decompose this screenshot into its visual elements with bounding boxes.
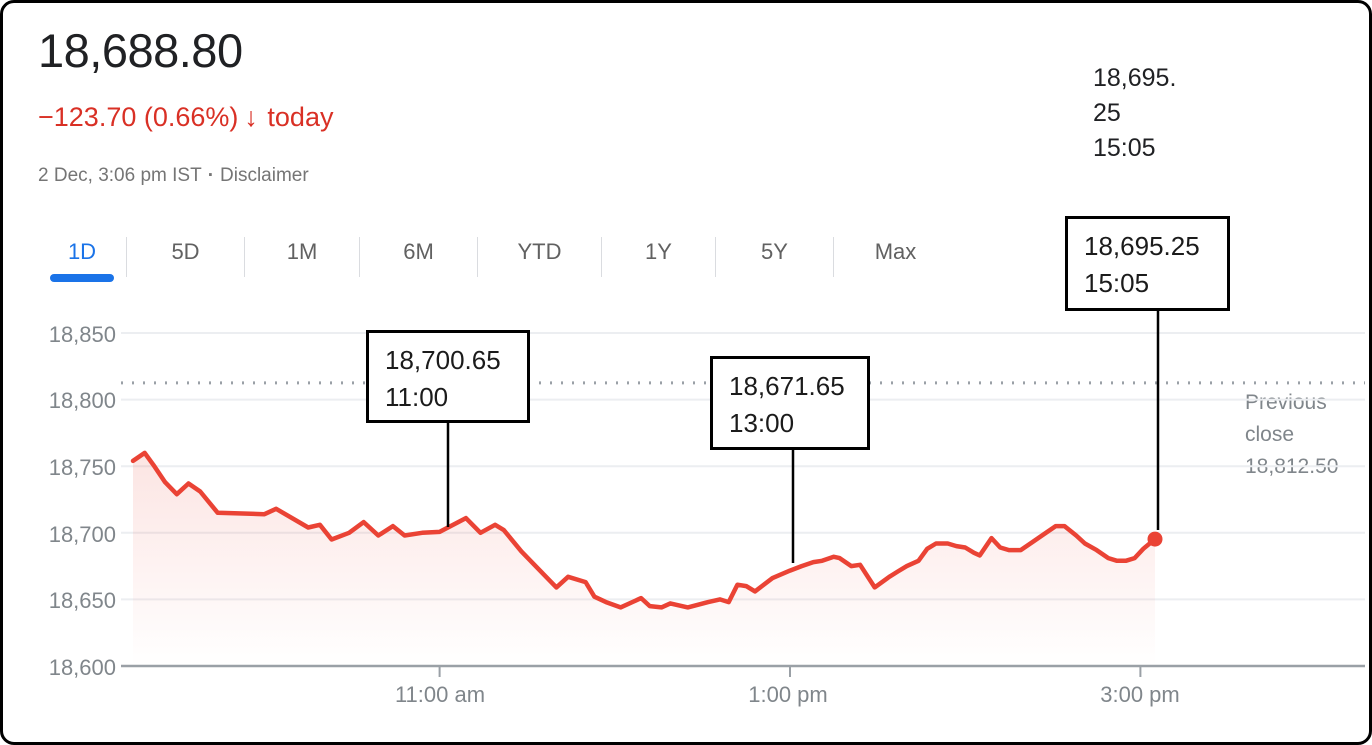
tab-ytd-label: YTD	[517, 239, 562, 264]
chart-annotation: 18,695.25 15:05	[1065, 216, 1230, 311]
tab-5d-label: 5D	[171, 239, 200, 264]
y-axis-label: 18,750	[48, 455, 116, 480]
tab-divider	[601, 237, 602, 277]
tab-divider	[715, 237, 716, 277]
change-value: −123.70 (0.66%)	[38, 102, 239, 132]
y-axis-label: 18,700	[48, 522, 116, 547]
tab-1y-label: 1Y	[645, 239, 672, 264]
x-axis-label: 1:00 pm	[748, 682, 828, 707]
tab-6m-label: 6M	[403, 239, 434, 264]
tab-1y[interactable]: 1Y	[602, 229, 715, 275]
tab-max-label: Max	[874, 239, 917, 264]
annotation-time: 15:05	[1084, 268, 1150, 298]
annotation-value: 18,700.65	[385, 345, 501, 375]
y-axis-label: 18,850	[48, 322, 116, 347]
tab-1d[interactable]: 1D	[38, 229, 126, 282]
annotation-value: 18,671.65	[729, 371, 845, 401]
current-price: 18,688.80	[38, 24, 243, 77]
x-axis-label: 11:00 am	[394, 682, 486, 707]
annotation-time: 13:00	[729, 408, 795, 438]
area-fill	[133, 452, 1155, 666]
chart-annotation: 18,671.65 13:00	[710, 356, 870, 450]
annotation-time: 11:00	[385, 382, 449, 412]
tab-divider	[244, 237, 245, 277]
price-change: −123.70 (0.66%) ↓ today	[38, 102, 333, 133]
readout-price-line2: 25	[1093, 99, 1121, 127]
tab-divider	[126, 237, 127, 277]
price-chart[interactable]	[3, 3, 1372, 745]
tab-1d-label: 1D	[67, 239, 97, 264]
chart-annotation: 18,700.65 11:00	[366, 330, 530, 423]
price-line	[130, 450, 1158, 610]
quote-dateline: 2 Dec, 3:06 pm IST · Disclaimer	[38, 165, 309, 187]
disclaimer-link[interactable]: Disclaimer	[220, 165, 309, 186]
x-axis-label: 3:00 pm	[1100, 682, 1180, 707]
range-tab-bar: 1D 5D 1M 6M YTD 1Y 5Y Max	[38, 229, 957, 285]
tab-5y-label: 5Y	[761, 239, 788, 264]
arrow-down-icon: ↓	[244, 102, 258, 132]
change-period: today	[267, 102, 334, 132]
tab-5d[interactable]: 5D	[127, 229, 244, 275]
crosshair-readout: 18,695. 25 15:05	[1093, 61, 1203, 166]
tab-max[interactable]: Max	[834, 229, 957, 275]
tab-divider	[833, 237, 834, 277]
annotation-value: 18,695.25	[1084, 231, 1200, 261]
y-axis-label: 18,600	[48, 655, 116, 680]
tab-1m-label: 1M	[286, 239, 318, 264]
active-tab-underline	[50, 274, 114, 282]
y-axis-label: 18,800	[48, 388, 116, 413]
tab-divider	[477, 237, 478, 277]
readout-time: 15:05	[1093, 134, 1156, 162]
timestamp: 2 Dec, 3:06 pm IST	[38, 165, 202, 186]
tab-6m[interactable]: 6M	[360, 229, 477, 275]
end-point-dot	[1147, 531, 1163, 547]
y-axis-label: 18,650	[48, 588, 116, 613]
separator-dot: ·	[207, 165, 215, 186]
readout-price-line1: 18,695.	[1093, 64, 1177, 92]
tab-divider	[359, 237, 360, 277]
tab-1m[interactable]: 1M	[245, 229, 359, 275]
tab-ytd[interactable]: YTD	[478, 229, 601, 275]
tab-5y[interactable]: 5Y	[716, 229, 833, 275]
